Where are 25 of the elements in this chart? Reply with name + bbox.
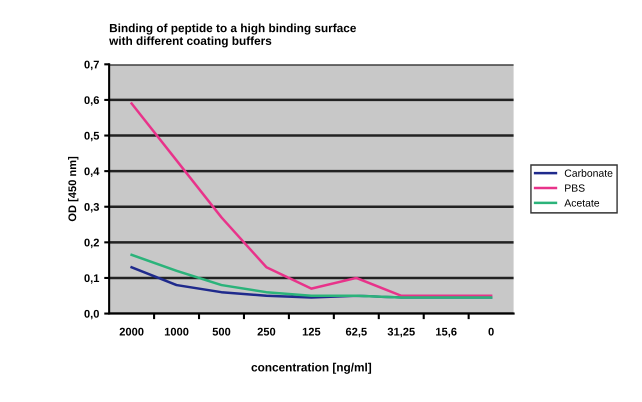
x-tick-label: 1000 bbox=[164, 328, 188, 336]
line-series bbox=[130, 254, 492, 299]
line-series bbox=[130, 102, 492, 298]
legend-label: Carbonate bbox=[564, 169, 612, 177]
y-tick-label: 0,1 bbox=[84, 274, 100, 284]
x-tick-label: 250 bbox=[258, 328, 276, 336]
x-tick-label: 31,25 bbox=[388, 328, 415, 338]
legend-label: Acetate bbox=[564, 199, 600, 207]
chart-title: Binding of peptide to a high binding surface with different coating buffers bbox=[109, 24, 356, 48]
x-axis-title: concentration [ng/ml] bbox=[251, 362, 372, 374]
y-tick-label: 0,5 bbox=[84, 132, 100, 142]
y-tick-label: 0,4 bbox=[84, 167, 100, 177]
x-tick-label: 15,6 bbox=[436, 328, 457, 338]
y-tick-label: 0,2 bbox=[84, 238, 99, 248]
y-tick-label: 0,7 bbox=[84, 60, 99, 70]
legend-label: PBS bbox=[565, 184, 585, 192]
x-tick-label: 0 bbox=[488, 328, 494, 336]
y-tick-label: 0,3 bbox=[84, 203, 100, 212]
y-tick-label: 0,6 bbox=[84, 96, 100, 106]
y-tick-label: 0,0 bbox=[84, 310, 99, 320]
x-tick-label: 62,5 bbox=[346, 328, 367, 338]
x-tick-label: 2000 bbox=[120, 328, 144, 336]
x-tick-label: 125 bbox=[302, 328, 320, 336]
y-axis-title: OD [450 nm] bbox=[68, 156, 78, 222]
x-tick-label: 500 bbox=[212, 328, 230, 336]
